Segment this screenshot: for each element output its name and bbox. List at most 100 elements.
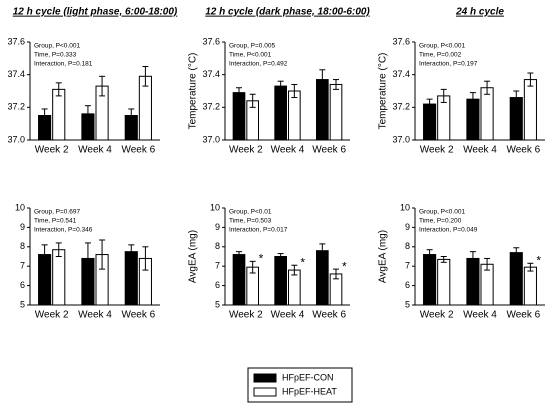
error-bar — [277, 253, 284, 260]
y-tick-label: 37.2 — [7, 102, 25, 112]
error-bar — [236, 87, 242, 99]
error-bar — [319, 243, 326, 258]
x-tick-label: Week 2 — [35, 310, 69, 321]
y-tick-label: 5 — [215, 299, 220, 309]
error-bar — [236, 251, 242, 258]
x-tick-label: Week 4 — [271, 145, 305, 156]
bar — [288, 90, 301, 141]
x-tick-label: Week 6 — [312, 145, 346, 156]
y-axis-label: Temperature (°C) — [188, 53, 199, 130]
error-bar — [484, 80, 491, 95]
y-axis-label: AvgEA (mg) — [188, 230, 199, 283]
bar — [523, 266, 537, 306]
bar — [437, 258, 451, 306]
legend-swatch — [253, 373, 277, 383]
x-tick-label: Week 4 — [463, 145, 497, 156]
bar — [509, 252, 523, 306]
y-tick-label: 8 — [405, 241, 410, 251]
x-tick-label: Week 4 — [78, 145, 112, 156]
error-bar — [469, 92, 476, 107]
error-bar — [142, 66, 149, 87]
legend-swatch — [253, 387, 277, 397]
x-tick-label: Week 6 — [506, 145, 540, 156]
y-tick-label: 37.0 — [202, 134, 220, 144]
bar — [124, 251, 138, 306]
y-tick-label: 37.2 — [202, 102, 220, 112]
bar — [423, 254, 437, 306]
error-bar — [291, 264, 298, 276]
error-bar — [426, 98, 433, 110]
stats-annotation: Interaction, P=0.346 — [34, 227, 93, 234]
error-bar — [142, 246, 149, 271]
error-bar — [84, 105, 91, 123]
error-bar — [484, 257, 491, 271]
y-tick-label: 37.0 — [392, 134, 410, 144]
x-tick-label: Week 4 — [78, 310, 112, 321]
y-tick-label: 8 — [20, 241, 25, 251]
error-bar — [527, 262, 534, 272]
stats-annotation: Time, P=0.333 — [34, 52, 77, 59]
error-bar — [128, 108, 135, 123]
y-tick-label: 7 — [215, 261, 220, 271]
y-tick-label: 7 — [405, 261, 410, 271]
y-tick-label: 37.6 — [7, 36, 25, 46]
stats-annotation: Interaction, P=0.017 — [229, 227, 288, 234]
y-axis-label: Temperature (°C) — [378, 53, 389, 130]
error-bar — [513, 247, 520, 258]
x-tick-label: Week 4 — [463, 310, 497, 321]
stats-annotation: Interaction, P=0.049 — [419, 227, 478, 234]
bar — [52, 88, 66, 141]
y-axis-label: AvgEA (mg) — [378, 230, 389, 283]
stats-annotation: Group, P=0.697 — [34, 209, 80, 216]
y-tick-label: 6 — [405, 280, 410, 290]
y-tick-label: 37.2 — [392, 102, 410, 112]
y-tick-label: 6 — [215, 280, 220, 290]
x-tick-label: Week 6 — [121, 145, 155, 156]
x-tick-label: Week 6 — [506, 310, 540, 321]
y-tick-label: 10 — [210, 202, 220, 212]
y-tick-label: 37.4 — [202, 69, 220, 79]
y-tick-label: 8 — [215, 241, 220, 251]
panel-title: 24 h cycle — [455, 7, 504, 18]
bar — [232, 92, 246, 141]
x-tick-label: Week 2 — [35, 145, 69, 156]
stats-annotation: Time, P<0.001 — [229, 52, 272, 59]
stats-annotation: Group, P<0.001 — [419, 43, 465, 50]
bar — [523, 79, 537, 141]
error-bar — [55, 82, 62, 97]
y-tick-label: 37.6 — [202, 36, 220, 46]
error-bar — [249, 260, 256, 274]
x-tick-label: Week 6 — [121, 310, 155, 321]
stats-annotation: Time, P=0.503 — [229, 218, 272, 225]
error-bar — [249, 93, 256, 108]
significance-mark: * — [259, 252, 264, 266]
x-tick-label: Week 2 — [229, 145, 263, 156]
bar — [52, 249, 66, 306]
y-tick-label: 6 — [20, 280, 25, 290]
bar — [274, 85, 288, 141]
x-tick-label: Week 6 — [312, 310, 346, 321]
error-bar — [291, 83, 298, 99]
y-tick-label: 9 — [20, 222, 25, 232]
error-bar — [99, 75, 106, 97]
y-tick-label: 37.6 — [392, 36, 410, 46]
bar — [329, 83, 343, 141]
error-bar — [277, 80, 284, 92]
error-bar — [440, 256, 447, 263]
y-tick-label: 9 — [405, 222, 410, 232]
error-bar — [426, 249, 433, 260]
error-bar — [333, 268, 339, 280]
stats-annotation: Interaction, P=0.181 — [34, 61, 93, 68]
significance-mark: * — [300, 255, 305, 269]
legend-label: HFpEF-CON — [282, 372, 334, 382]
y-tick-label: 37.4 — [392, 69, 410, 79]
y-tick-label: 10 — [400, 202, 410, 212]
error-bar — [440, 88, 447, 103]
y-tick-label: 37.4 — [7, 69, 25, 79]
error-bar — [41, 244, 48, 265]
x-tick-label: Week 2 — [229, 310, 263, 321]
stats-annotation: Group, P<0.001 — [419, 209, 465, 216]
stats-annotation: Interaction, P=0.197 — [419, 61, 478, 68]
error-bar — [513, 90, 520, 105]
